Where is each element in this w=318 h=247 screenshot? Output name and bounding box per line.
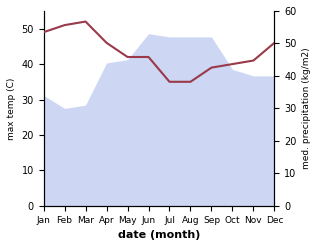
X-axis label: date (month): date (month) — [118, 230, 200, 240]
Y-axis label: med. precipitation (kg/m2): med. precipitation (kg/m2) — [302, 48, 311, 169]
Y-axis label: max temp (C): max temp (C) — [7, 77, 16, 140]
